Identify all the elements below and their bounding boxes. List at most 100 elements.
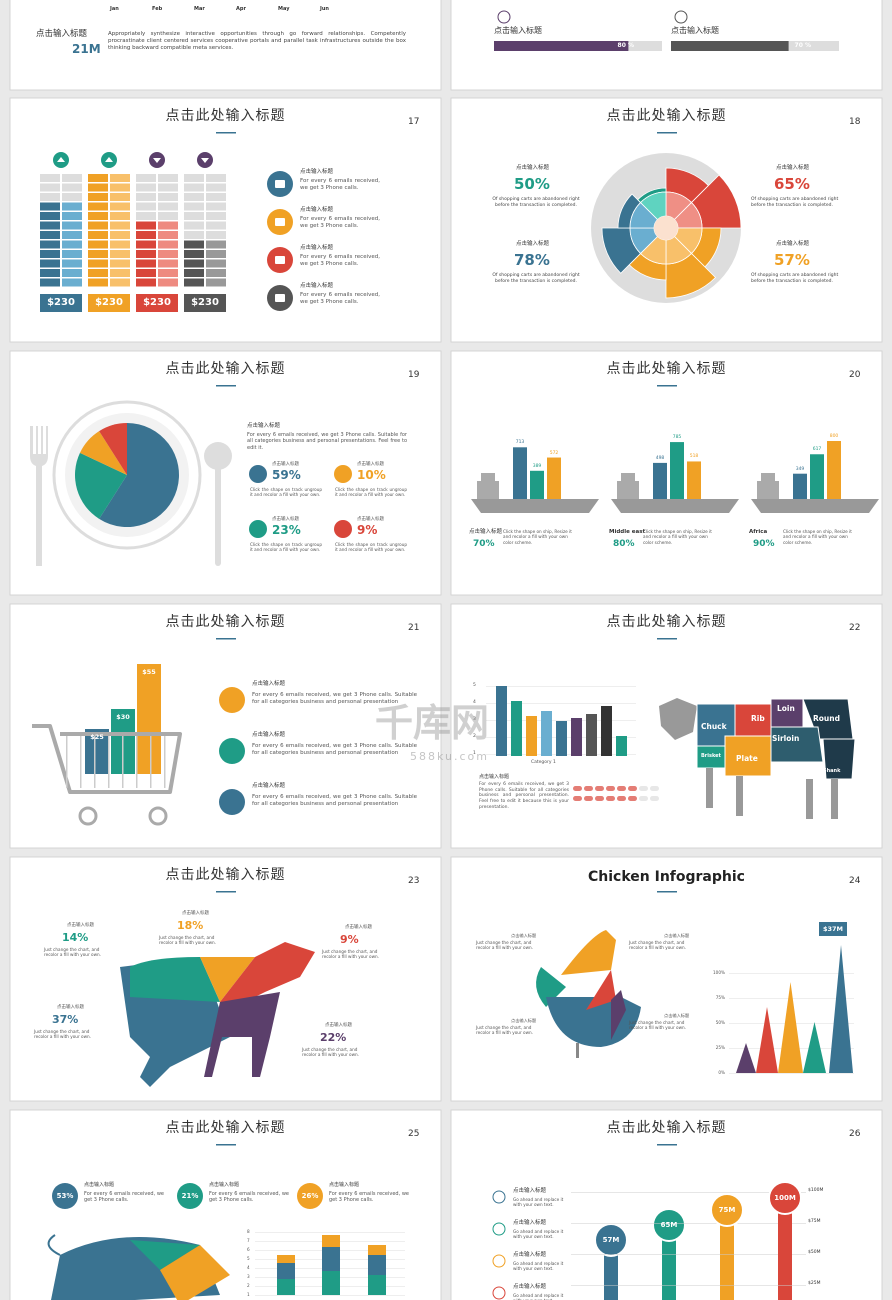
item-icon-glyph <box>275 218 285 226</box>
grid-cell <box>110 259 130 268</box>
stat-heading: 点击输入标题 <box>776 165 810 171</box>
stat-text: Click the shape on track ungroup it and … <box>250 542 322 553</box>
ship-deck <box>621 473 635 481</box>
stat-value: 9% <box>357 523 378 537</box>
item-text: Go ahead and replace it with your own te… <box>513 1229 564 1240</box>
arrow <box>153 158 161 163</box>
slide-number: 17 <box>408 117 420 127</box>
progress-fill <box>494 41 629 51</box>
top-text: Appropriately synthesize interactive opp… <box>108 31 406 51</box>
item-icon <box>219 789 245 815</box>
grid-cell <box>184 174 204 182</box>
ship-body <box>611 499 739 513</box>
item-heading: 点击输入标题 <box>300 283 334 289</box>
grid-cell <box>206 278 226 287</box>
cart-mesh <box>108 736 110 788</box>
peak <box>756 1007 778 1073</box>
y-tick-label: 0% <box>718 1070 725 1075</box>
grid-cell <box>62 212 82 220</box>
grid-cell <box>136 202 156 211</box>
pill <box>595 796 604 801</box>
slide-graphics <box>30 385 352 566</box>
slide-graphics <box>486 638 856 819</box>
x-label: Category 1 <box>531 760 556 765</box>
grid-cell <box>40 193 60 201</box>
axis-dash <box>571 1192 806 1193</box>
grid-line <box>729 1073 854 1074</box>
axis-dash <box>571 1285 806 1286</box>
slide-frame <box>9 0 442 91</box>
slide-graphics <box>120 891 315 1087</box>
grid-cell <box>40 231 60 239</box>
grid-cell <box>206 202 226 211</box>
label-heading: 点击输入标题 <box>664 1013 690 1018</box>
stat-circle <box>177 1183 203 1209</box>
grid-cell <box>158 231 178 239</box>
grid-cell <box>136 240 156 249</box>
stack-bottom <box>368 1275 386 1295</box>
label-text: Just change the chart, and recolor a fil… <box>44 947 101 958</box>
lollipop-value: 65M <box>660 1221 678 1229</box>
slide-graphics <box>494 10 839 51</box>
axis-label: $25M <box>808 1281 821 1286</box>
pill <box>639 796 648 801</box>
y-tick-label: 50% <box>715 1020 725 1025</box>
top-value: 21M <box>72 42 101 56</box>
watermark: 千库网 <box>375 701 490 745</box>
y-tick-label: 75% <box>715 995 725 1000</box>
pill <box>650 796 659 801</box>
stat-text: Click the shape on track ungroup it and … <box>335 487 407 498</box>
slide-graphics <box>40 132 293 312</box>
stat-heading: 点击输入标题 <box>516 165 550 171</box>
grid-cell <box>184 183 204 192</box>
text: For every 6 emails received, we get 3 Ph… <box>247 432 407 451</box>
grid-cell <box>110 202 130 211</box>
lollipop-head <box>768 1181 802 1215</box>
lollipop-stem <box>662 1225 676 1300</box>
y-tick-label: 1 <box>247 1292 250 1297</box>
slide-graphics <box>591 132 742 303</box>
grid-cell <box>206 250 226 258</box>
price: $230 <box>143 297 171 308</box>
chart-bar <box>541 711 552 756</box>
peak <box>829 945 853 1073</box>
pill <box>606 786 615 791</box>
item-heading: 点击输入标题 <box>252 681 286 687</box>
chart-bar <box>601 706 612 756</box>
grid-cell <box>110 212 130 220</box>
callout <box>819 922 847 936</box>
grid-cell <box>88 193 108 201</box>
item-icon-glyph <box>275 256 285 264</box>
cut-label: Loin <box>777 704 795 713</box>
cut-label: Round <box>813 714 840 723</box>
label-text: Just change the chart, and recolor a fil… <box>322 949 379 960</box>
grid-cell <box>136 259 156 268</box>
pie-slice <box>99 423 127 475</box>
grid-cell <box>88 240 108 249</box>
grid-cell <box>88 278 108 287</box>
slide-graphics <box>471 385 879 513</box>
grid-cell <box>184 231 204 239</box>
grid-cell <box>184 250 204 258</box>
ship-bar <box>687 461 701 499</box>
month-label: Apr <box>236 6 246 12</box>
grid-cell <box>206 259 226 268</box>
label-heading: 点击输入标题 <box>182 911 209 916</box>
grid-cell <box>62 221 82 230</box>
cow-leg <box>736 776 743 816</box>
chart-bar <box>616 736 627 756</box>
grid-cell <box>88 212 108 220</box>
label-text: Just change the chart, and recolor a fil… <box>476 1025 533 1036</box>
month-label: Feb <box>152 6 163 12</box>
bar-label: 349 <box>795 466 805 472</box>
bar-label: $30 <box>116 713 130 721</box>
stat-text: Of shopping carts are abandoned right be… <box>492 273 580 284</box>
ship-bar <box>793 473 807 499</box>
grid-line <box>486 720 636 721</box>
pill <box>617 786 626 791</box>
title-underline <box>657 1144 677 1146</box>
ship-text: Click the shape on ship, Resize it and r… <box>503 529 572 545</box>
peak <box>736 1043 756 1073</box>
wheel <box>78 806 98 826</box>
axis-label: $50M <box>808 1250 821 1255</box>
